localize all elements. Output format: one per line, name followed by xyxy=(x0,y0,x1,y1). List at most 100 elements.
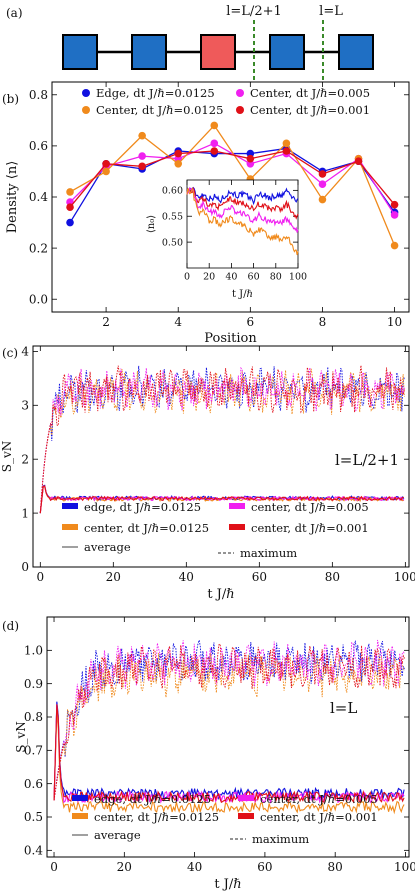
y-tick-label: 0.4 xyxy=(24,844,43,858)
lattice-site xyxy=(131,34,167,70)
data-point xyxy=(210,121,219,130)
data-point xyxy=(210,147,219,155)
cut-label-half: l=L/2+1 xyxy=(226,4,282,19)
x-tick-label: 40 xyxy=(187,860,202,874)
legend-label: center, dt J/ℏ=0.001 xyxy=(260,810,378,824)
axes-c: 0 20 40 60 80 100 0 1 2 3 4 xyxy=(21,345,415,584)
y-tick-label: 1 xyxy=(21,506,29,520)
data-point xyxy=(66,188,74,196)
y-tick-label: 0.2 xyxy=(29,241,48,255)
legend-average-label: average xyxy=(84,540,131,554)
panel-a-label: (a) xyxy=(6,6,23,20)
x-tick-label: 0 xyxy=(184,272,190,283)
inset-ylabel: ⟨n₀⟩ xyxy=(146,215,157,233)
xlabel-d: t J/ℏ xyxy=(214,877,241,892)
y-tick-label: 0.7 xyxy=(24,744,43,758)
annotation-d: l=L xyxy=(330,699,357,717)
y-tick-label: 0.8 xyxy=(29,88,48,102)
series-line xyxy=(69,124,396,246)
average-line xyxy=(53,704,405,804)
legend-label: center, dt J/ℏ=0.005 xyxy=(251,500,369,514)
lattice-site xyxy=(200,34,236,70)
inset-series-line xyxy=(186,186,299,220)
plot-frame-c xyxy=(32,345,410,568)
lattice-site xyxy=(338,34,374,70)
xlabel-c: t J/ℏ xyxy=(207,587,234,602)
legend-marker xyxy=(236,106,244,114)
x-tick-label: 100 xyxy=(394,860,415,874)
x-tick-label: 4 xyxy=(174,315,182,329)
x-tick-label: 20 xyxy=(117,860,132,874)
legend-label: center, dt J/ℏ=0.0125 xyxy=(94,810,219,824)
x-tick-label: 80 xyxy=(270,272,282,283)
series-line xyxy=(69,150,396,208)
series-c xyxy=(39,365,405,514)
legend-label: edge, dt J/ℏ=0.0125 xyxy=(94,792,211,806)
x-tick-label: 10 xyxy=(387,315,402,329)
legend-swatch xyxy=(72,795,88,801)
average-line xyxy=(53,712,405,815)
data-point xyxy=(174,159,183,168)
data-point xyxy=(138,131,146,140)
data-point xyxy=(138,152,146,160)
data-point xyxy=(318,180,327,189)
x-tick-label: 20 xyxy=(106,570,121,584)
legend-average-label: average xyxy=(94,828,141,842)
legend-maximum-label: maximum xyxy=(240,546,297,560)
legend-swatch xyxy=(229,503,245,509)
legend-label: Center, dt J/ℏ=0.0125 xyxy=(96,103,223,117)
panel-c: (c) 0 20 40 60 80 100 0 1 2 3 4 S_vN t J/ℏ l=L/2+1… xyxy=(0,345,415,602)
legend-label: Edge, dt J/ℏ=0.0125 xyxy=(96,86,215,100)
lattice-sites xyxy=(62,34,374,70)
legend-marker xyxy=(82,89,90,97)
legend-d: edge, dt J/ℏ=0.0125 center, dt J/ℏ=0.005 c… xyxy=(72,792,378,846)
data-point xyxy=(390,200,399,209)
maximum-line xyxy=(53,643,406,801)
average-line xyxy=(53,704,405,804)
inset-series xyxy=(186,186,299,256)
data-point xyxy=(246,154,255,163)
inset-b: 0 20 40 60 80 100 0.50 0.55 0.60 ⟨n₀⟩ t J/ℏ xyxy=(146,179,307,300)
x-tick-label: 40 xyxy=(225,272,237,283)
x-tick-label: 60 xyxy=(248,272,260,283)
panel-b-label: (b) xyxy=(2,92,19,106)
legend-label: center, dt J/ℏ=0.005 xyxy=(260,792,378,806)
y-tick-label: 0.55 xyxy=(162,212,183,223)
ylabel-d: S_vN xyxy=(14,721,28,753)
x-tick-label: 20 xyxy=(203,272,215,283)
x-tick-label: 100 xyxy=(394,570,415,584)
plot-frame-d xyxy=(46,616,410,858)
panel-d: (d) 0 20 40 60 80 100 0.4 0.5 0.6 0.7 0.8 0.9 1.0 S_… xyxy=(2,616,415,892)
legend-swatch xyxy=(238,813,254,819)
y-tick-label: 1.0 xyxy=(24,644,43,658)
data-point xyxy=(390,211,399,219)
legend-swatch xyxy=(229,524,245,530)
inset-axes: 0 20 40 60 80 100 0.50 0.55 0.60 xyxy=(162,180,307,283)
x-tick-label: 40 xyxy=(179,570,194,584)
maximum-line xyxy=(53,651,405,801)
legend-label: edge, dt J/ℏ=0.0125 xyxy=(84,500,201,514)
y-tick-label: 4 xyxy=(21,345,29,359)
y-tick-label: 0 xyxy=(21,560,29,574)
maximum-line xyxy=(53,639,405,801)
lattice-site xyxy=(269,34,305,70)
y-tick-label: 3 xyxy=(21,398,29,412)
data-point xyxy=(174,149,183,158)
y-tick-label: 0.0 xyxy=(29,292,48,306)
series-d xyxy=(53,639,406,815)
y-tick-label: 0.60 xyxy=(162,186,183,197)
y-tick-label: 2 xyxy=(21,452,29,466)
x-tick-label: 2 xyxy=(102,315,110,329)
y-tick-label: 0.5 xyxy=(24,810,43,824)
y-tick-label: 0.6 xyxy=(29,139,48,153)
inset-xlabel: t J/ℏ xyxy=(232,289,253,300)
panel-c-label: (c) xyxy=(2,346,18,360)
annotation-c: l=L/2+1 xyxy=(335,451,399,469)
legend-label: center, dt J/ℏ=0.0125 xyxy=(84,521,209,535)
legend-marker xyxy=(82,106,90,114)
maximum-line xyxy=(39,365,405,514)
data-point xyxy=(66,218,74,227)
average-line xyxy=(53,701,405,801)
x-tick-label: 60 xyxy=(252,570,267,584)
inset-series-line xyxy=(186,186,299,206)
